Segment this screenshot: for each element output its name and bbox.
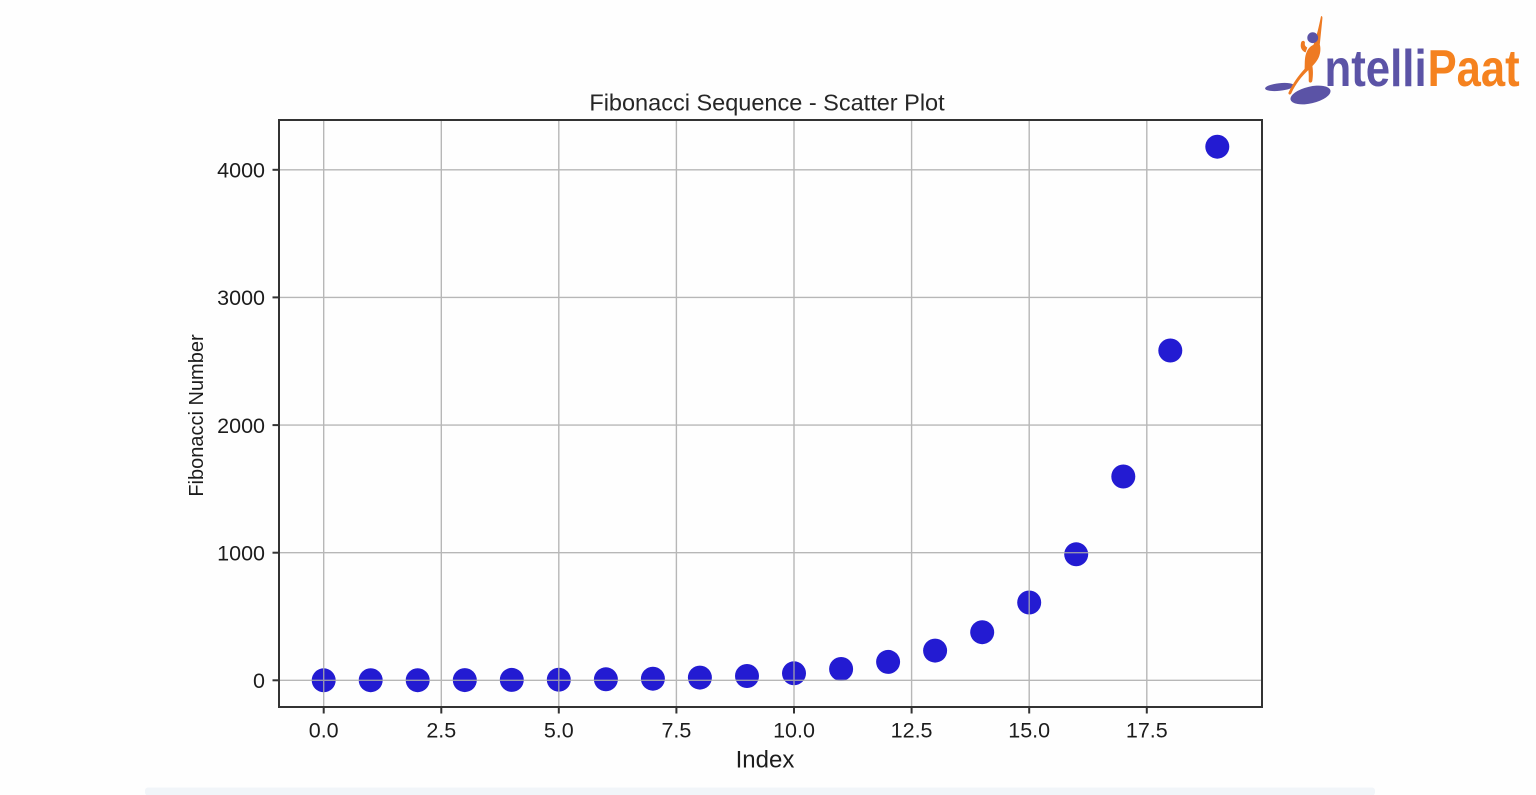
svg-text:Fibonacci Sequence - Scatter P: Fibonacci Sequence - Scatter Plot — [589, 90, 945, 116]
svg-text:3000: 3000 — [217, 286, 265, 310]
svg-text:4000: 4000 — [217, 159, 265, 183]
svg-text:5.0: 5.0 — [544, 719, 574, 743]
svg-text:Fibonacci Number: Fibonacci Number — [186, 334, 208, 497]
svg-text:7.5: 7.5 — [661, 719, 691, 743]
svg-text:1000: 1000 — [217, 542, 265, 566]
svg-text:2.5: 2.5 — [426, 719, 456, 743]
svg-text:0.0: 0.0 — [309, 719, 339, 743]
svg-text:17.5: 17.5 — [1126, 719, 1168, 743]
svg-text:ntelli: ntelli — [1325, 40, 1427, 98]
svg-text:Paat: Paat — [1428, 41, 1520, 98]
svg-text:12.5: 12.5 — [891, 719, 933, 743]
svg-text:2000: 2000 — [217, 414, 265, 438]
svg-text:0: 0 — [253, 669, 265, 693]
svg-text:Index: Index — [736, 747, 795, 774]
svg-text:15.0: 15.0 — [1008, 719, 1050, 743]
svg-text:10.0: 10.0 — [773, 719, 815, 743]
